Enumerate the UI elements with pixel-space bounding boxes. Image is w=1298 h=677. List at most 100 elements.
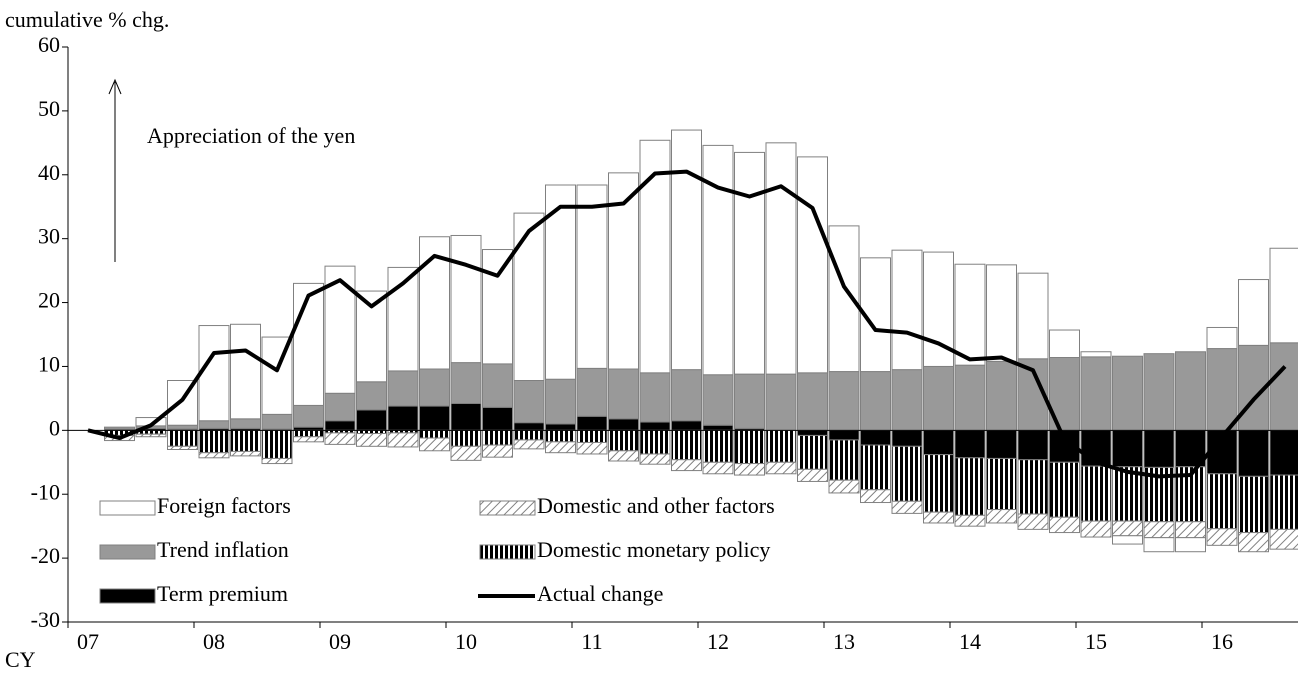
bar-segment [608, 429, 639, 452]
bar-segment [765, 429, 797, 463]
bar-segment [671, 129, 702, 371]
bar-segment [608, 450, 639, 462]
bar-segment [923, 365, 954, 431]
bar-segment [230, 418, 261, 429]
bar-segment [1175, 429, 1206, 468]
bar-segment [293, 429, 324, 438]
legend-label: Trend inflation [157, 537, 289, 562]
bar-segment [891, 500, 923, 514]
bar-segment [198, 325, 230, 422]
bar-segment [765, 461, 797, 475]
bar-segment [891, 249, 923, 371]
bar-segment [1269, 247, 1298, 344]
bar-segment [986, 509, 1017, 524]
x-tick-label: 11 [581, 629, 602, 654]
bar-segment [1049, 516, 1080, 534]
bar-segment [1269, 474, 1298, 530]
annotation: Appreciation of the yen [147, 123, 355, 148]
bar-segment [450, 445, 482, 461]
bar-segment [482, 249, 513, 365]
bar-segment [1206, 326, 1238, 350]
bar-segment [891, 369, 923, 431]
x-tick-label: 13 [833, 629, 855, 654]
y-tick-label: -30 [31, 607, 60, 632]
bar-segment [167, 445, 198, 450]
bar-segment [1206, 348, 1238, 431]
bar-segment [986, 429, 1017, 459]
bar-segment [639, 421, 671, 431]
bar-segment [891, 429, 923, 447]
bar-segment [576, 367, 608, 417]
bar-segment [419, 368, 450, 407]
bar-segment [954, 364, 986, 431]
bar-segment [293, 404, 324, 428]
bar-segment [324, 420, 356, 431]
bar-segment [954, 457, 986, 516]
bar-segment [167, 424, 198, 430]
bar-segment [828, 439, 860, 481]
y-tick-label: -20 [31, 543, 60, 568]
x-tick-label: 12 [707, 629, 729, 654]
bar-segment [324, 392, 356, 422]
bar-segment [639, 429, 671, 455]
bar-segment [513, 429, 545, 441]
bar-segment [639, 453, 671, 465]
bar-segment [671, 429, 702, 461]
legend-label: Domestic and other factors [537, 493, 775, 518]
bar-segment [639, 372, 671, 423]
bar-segment [1206, 473, 1238, 530]
bar-segment [387, 370, 419, 407]
bar-segment [387, 432, 419, 448]
bar-segment [261, 457, 293, 465]
bar-segment [1175, 537, 1206, 553]
bar-segment [513, 380, 545, 424]
bar-segment [545, 378, 576, 425]
bar-segment [576, 415, 608, 431]
bar-segment [450, 429, 482, 447]
bar-segment [167, 429, 198, 447]
bar-segment [860, 429, 891, 446]
x-axis-label: CY [5, 647, 36, 672]
bar-segment [702, 144, 734, 376]
legend-swatch [99, 500, 156, 516]
bar-segment [576, 429, 608, 443]
bar-segment [671, 369, 702, 422]
bar-segment [261, 429, 293, 459]
bar-segment [198, 420, 230, 429]
bar-segment [702, 424, 734, 431]
bar-segment [419, 437, 450, 452]
bar-segment [1112, 429, 1143, 468]
x-tick-label: 15 [1085, 629, 1107, 654]
bar-segment [356, 433, 387, 447]
bar-segment [545, 184, 576, 380]
bar-segment [1143, 429, 1175, 468]
bar-segment [545, 441, 576, 454]
legend-swatch [479, 500, 536, 516]
bar-segment [1143, 521, 1175, 539]
y-tick-label: 20 [38, 288, 60, 313]
y-tick-label: 30 [38, 224, 60, 249]
bar-segment [356, 381, 387, 411]
bar-segment [576, 441, 608, 455]
bar-segment [734, 373, 765, 429]
bar-segment [1175, 351, 1206, 431]
bar-segment [734, 463, 765, 476]
bar-segment [702, 461, 734, 475]
bar-segment [986, 360, 1017, 431]
bar-segment [261, 413, 293, 430]
bar-segment [954, 514, 986, 527]
bar-segment [860, 489, 891, 504]
bar-segment [1017, 459, 1049, 515]
bar-segment [954, 263, 986, 366]
x-tick-label: 08 [203, 629, 225, 654]
bar-segment [923, 429, 954, 456]
bar-segment [1080, 351, 1112, 358]
bar-segment [450, 234, 482, 364]
bar-segment [482, 429, 513, 446]
bar-segment [797, 434, 828, 470]
bar-segment [198, 429, 230, 454]
bar-segment [860, 371, 891, 431]
bar-segment [1238, 429, 1269, 477]
bar-segment [860, 444, 891, 491]
